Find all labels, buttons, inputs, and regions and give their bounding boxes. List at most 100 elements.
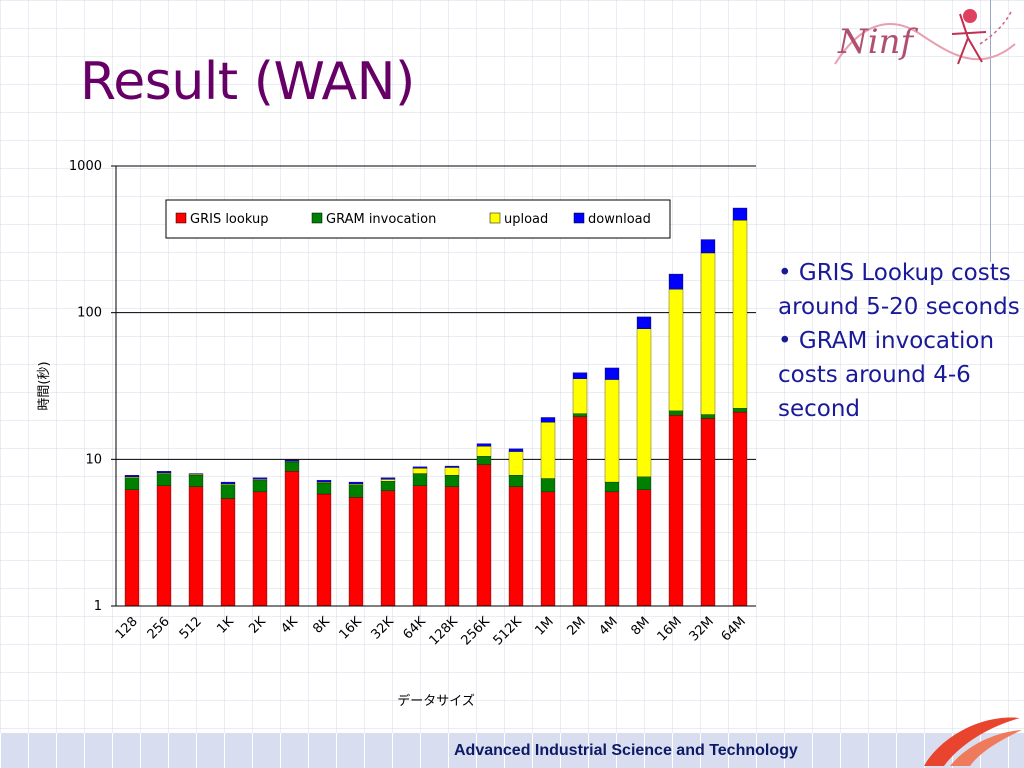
- bars: [124, 207, 748, 607]
- y-tick-label: 1000: [69, 159, 102, 174]
- bar-segment-gris-lookup: [540, 491, 556, 607]
- bar-segment-gram-invocation: [572, 413, 588, 417]
- x-tick-label: 2M: [564, 614, 588, 638]
- bar-segment-gris-lookup: [572, 416, 588, 607]
- x-tick-label: 256K: [459, 614, 494, 649]
- bar-segment-upload: [604, 379, 620, 483]
- bar-segment-gris-lookup: [124, 489, 140, 607]
- bar-segment-download: [444, 465, 460, 468]
- bar-segment-gram-invocation: [156, 473, 172, 486]
- bar-segment-download: [572, 372, 588, 379]
- bar-segment-download: [188, 473, 204, 475]
- bullet-list: • GRIS Lookup costs around 5-20 seconds …: [778, 256, 1022, 426]
- y-tick-label: 100: [77, 306, 102, 321]
- bar-segment-download: [380, 477, 396, 480]
- x-tick-label: 8K: [310, 614, 333, 637]
- x-tick-label: 16M: [655, 614, 685, 644]
- chart-legend: GRIS lookup GRAM invocation upload download: [165, 199, 671, 239]
- x-tick-label: 4M: [596, 614, 620, 638]
- bar-segment-gris-lookup: [476, 464, 492, 607]
- bar-segment-upload: [572, 378, 588, 414]
- x-tick-label: 2K: [246, 614, 269, 637]
- bar-segment-download: [732, 207, 748, 221]
- x-tick-label: 32K: [368, 614, 397, 643]
- x-tick-label: 1M: [532, 614, 556, 638]
- bar-segment-gris-lookup: [412, 485, 428, 607]
- bar-segment-gris-lookup: [444, 486, 460, 607]
- bar-segment-gris-lookup: [732, 411, 748, 607]
- bar-segment-download: [476, 443, 492, 447]
- bar-segment-download: [316, 480, 332, 483]
- bar-segment-gram-invocation: [508, 475, 524, 487]
- bar-segment-gris-lookup: [284, 471, 300, 607]
- bar-segment-gram-invocation: [252, 480, 268, 493]
- bar-segment-upload: [540, 422, 556, 479]
- x-tick-label: 128K: [427, 614, 462, 649]
- x-tick-label: 512: [177, 614, 205, 642]
- x-tick-label: 4K: [278, 614, 301, 637]
- bar-segment-gram-invocation: [220, 484, 236, 499]
- bar-segment-gris-lookup: [508, 486, 524, 607]
- bar-segment-download: [508, 448, 524, 452]
- x-axis-label: データサイズ: [397, 693, 475, 709]
- legend-swatch: [489, 212, 501, 224]
- legend-label: GRIS lookup: [190, 212, 268, 227]
- bar-segment-gris-lookup: [316, 493, 332, 607]
- y-axis-label: 時間(秒): [37, 361, 52, 410]
- bar-segment-gram-invocation: [444, 475, 460, 487]
- x-tick-label: 64M: [719, 614, 749, 644]
- bar-segment-gris-lookup: [380, 490, 396, 607]
- slide-title: Result (WAN): [80, 52, 415, 112]
- bar-segment-download: [540, 417, 556, 423]
- y-tick-label: 10: [85, 452, 102, 467]
- bar-segment-download: [220, 481, 236, 485]
- x-tick-label: 256: [145, 614, 173, 642]
- bar-segment-gris-lookup: [700, 418, 716, 607]
- legend-swatch: [573, 212, 585, 224]
- bar-segment-gris-lookup: [348, 497, 364, 607]
- legend-label: GRAM invocation: [326, 212, 436, 227]
- bar-segment-gram-invocation: [348, 484, 364, 498]
- bar-segment-gram-invocation: [540, 478, 556, 493]
- bar-segment-gris-lookup: [188, 486, 204, 607]
- bar-segment-download: [604, 367, 620, 380]
- legend-swatch: [175, 212, 187, 224]
- bar-segment-download: [156, 471, 172, 473]
- axes: [115, 166, 756, 607]
- bar-segment-gram-invocation: [380, 480, 396, 491]
- legend-swatch: [311, 212, 323, 224]
- bar-segment-gram-invocation: [188, 475, 204, 487]
- ninf-logo-text: Ninf: [838, 22, 914, 62]
- bar-segment-gram-invocation: [700, 414, 716, 419]
- bar-segment-download: [636, 316, 652, 329]
- bar-segment-gram-invocation: [316, 482, 332, 495]
- bar-segment-gris-lookup: [604, 491, 620, 607]
- bar-segment-upload: [444, 467, 460, 476]
- legend-box: [165, 199, 671, 239]
- legend-label: download: [588, 212, 651, 227]
- bar-segment-gris-lookup: [252, 491, 268, 607]
- bar-segment-upload: [380, 479, 396, 482]
- bar-segment-gram-invocation: [412, 473, 428, 486]
- y-tick-label: 1: [94, 599, 102, 614]
- bar-segment-gram-invocation: [732, 408, 748, 413]
- bar-segment-download: [284, 459, 300, 462]
- x-tick-label: 16K: [336, 614, 365, 643]
- footer-band: [0, 733, 1024, 768]
- bar-segment-gram-invocation: [476, 456, 492, 465]
- bar-segment-download: [668, 273, 684, 290]
- bar-segment-gram-invocation: [284, 461, 300, 472]
- bullet-gris-lookup: • GRIS Lookup costs around 5-20 seconds: [778, 260, 1020, 320]
- x-tick-label: 8M: [628, 614, 652, 638]
- bar-segment-download: [348, 481, 364, 485]
- x-tick-label: 512K: [491, 614, 526, 649]
- ninf-logo: [834, 9, 1016, 65]
- x-tick-label: 32M: [687, 614, 717, 644]
- bar-segment-download: [412, 466, 428, 469]
- decorative-vertical-line: [990, 0, 991, 262]
- bar-segment-download: [252, 477, 268, 480]
- y-tick-labels: 1 10 100 1000: [69, 159, 116, 614]
- bar-segment-gris-lookup: [636, 489, 652, 607]
